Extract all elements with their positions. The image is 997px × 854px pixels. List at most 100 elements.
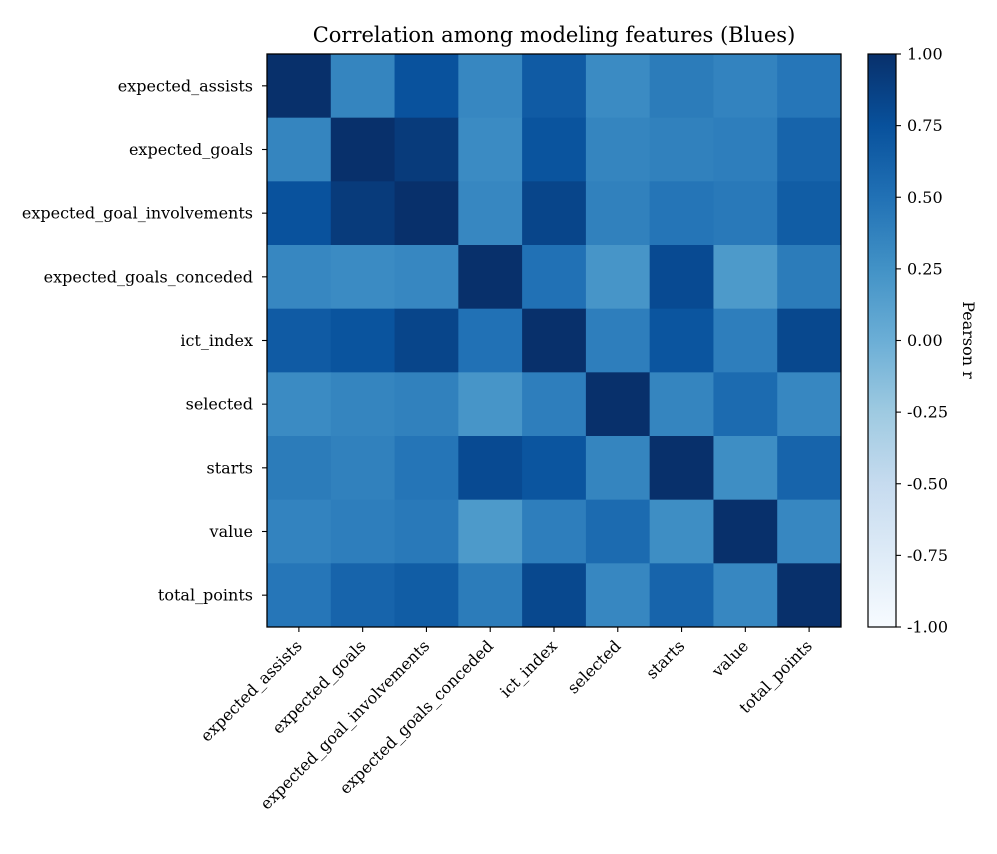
heatmap-cell-r6-c2 <box>394 436 459 501</box>
heatmap-cell-r2-c5 <box>585 181 651 246</box>
heatmap-cell-r4-c1 <box>330 308 396 373</box>
heatmap-cell-r8-c0 <box>267 563 332 628</box>
heatmap-cell-r0-c0 <box>267 54 332 119</box>
heatmap-cell-r6-c7 <box>713 436 778 501</box>
heatmap-cell-r7-c0 <box>267 499 332 564</box>
heatmap-cell-r4-c8 <box>777 308 842 373</box>
heatmap-cell-r1-c5 <box>585 117 651 182</box>
heatmap-cell-r4-c3 <box>458 308 523 373</box>
heatmap-cell-r3-c5 <box>585 245 651 310</box>
heatmap-cell-r8-c5 <box>585 563 651 628</box>
chart-title: Correlation among modeling features (Blu… <box>313 23 796 47</box>
heatmap-cell-r4-c6 <box>649 308 714 373</box>
heatmap-cell-r7-c1 <box>330 499 396 564</box>
heatmap-cell-r5-c0 <box>267 372 332 437</box>
heatmap-cell-r2-c6 <box>649 181 714 246</box>
y-tick-label: expected_goal_involvements <box>22 204 253 223</box>
heatmap-cell-r8-c6 <box>649 563 714 628</box>
heatmap-cell-r1-c7 <box>713 117 778 182</box>
heatmap-cell-r2-c8 <box>777 181 842 246</box>
heatmap-cell-r3-c3 <box>458 245 523 310</box>
heatmap-cell-r5-c7 <box>713 372 778 437</box>
heatmap-cell-r1-c3 <box>458 117 523 182</box>
colorbar-tick-label: 0.25 <box>907 259 943 278</box>
colorbar-tick-label: -0.25 <box>907 403 948 422</box>
colorbar-tick-label: -1.00 <box>907 618 948 637</box>
colorbar-tick-label: 1.00 <box>907 45 943 64</box>
heatmap-frame <box>266 53 842 628</box>
heatmap-cell-r5-c6 <box>649 372 714 437</box>
heatmap-cell-r0-c1 <box>330 54 396 119</box>
heatmap-cell-r8-c3 <box>458 563 523 628</box>
heatmap-cell-r3-c0 <box>267 245 332 310</box>
heatmap-cell-r7-c6 <box>649 499 714 564</box>
heatmap-cell-r2-c4 <box>522 181 587 246</box>
heatmap-cell-r5-c5 <box>585 372 651 437</box>
heatmap-cell-r3-c4 <box>522 245 587 310</box>
y-tick-label: expected_goals <box>129 140 253 159</box>
heatmap-cell-r1-c4 <box>522 117 587 182</box>
heatmap-cell-r2-c1 <box>330 181 396 246</box>
heatmap-cell-r0-c6 <box>649 54 714 119</box>
heatmap-cell-r8-c1 <box>330 563 396 628</box>
heatmap-cell-r4-c2 <box>394 308 459 373</box>
x-tick-label: starts <box>642 636 688 682</box>
y-tick-label: expected_assists <box>118 76 253 95</box>
x-axis-ticks: expected_assistsexpected_goalsexpected_g… <box>197 627 816 813</box>
heatmap-cell-r7-c7 <box>713 499 778 564</box>
heatmap-cell-r7-c4 <box>522 499 587 564</box>
heatmap-cell-r4-c0 <box>267 308 332 373</box>
y-tick-label: selected <box>186 395 253 414</box>
heatmap-cell-r4-c4 <box>522 308 587 373</box>
y-tick-label: ict_index <box>180 331 253 350</box>
heatmap-cell-r6-c1 <box>330 436 396 501</box>
y-axis-ticks: expected_assists expected_goals expected_g… <box>22 76 267 605</box>
heatmap-cell-r5-c8 <box>777 372 842 437</box>
heatmap-cell-r7-c2 <box>394 499 459 564</box>
heatmap-cell-r6-c3 <box>458 436 523 501</box>
heatmap-cell-r0-c3 <box>458 54 523 119</box>
heatmap-cells <box>267 54 842 628</box>
colorbar-tick-label: 0.75 <box>907 116 943 135</box>
heatmap-cell-r7-c8 <box>777 499 842 564</box>
heatmap-cell-r8-c8 <box>777 563 842 628</box>
heatmap-cell-r5-c1 <box>330 372 396 437</box>
colorbar <box>868 54 896 627</box>
heatmap-cell-r8-c7 <box>713 563 778 628</box>
heatmap-cell-r6-c5 <box>585 436 651 501</box>
heatmap-cell-r2-c0 <box>267 181 332 246</box>
heatmap-cell-r0-c2 <box>394 54 459 119</box>
heatmap-cell-r0-c7 <box>713 54 778 119</box>
heatmap-cell-r7-c3 <box>458 499 523 564</box>
heatmap-cell-r3-c8 <box>777 245 842 310</box>
colorbar-tick-label: -0.50 <box>907 474 948 493</box>
heatmap-cell-r3-c6 <box>649 245 714 310</box>
heatmap-cell-r5-c3 <box>458 372 523 437</box>
heatmap-cell-r5-c4 <box>522 372 587 437</box>
heatmap-cell-r7-c5 <box>585 499 651 564</box>
heatmap-cell-r0-c4 <box>522 54 587 119</box>
x-tick-label: ict_index <box>496 636 561 701</box>
heatmap-cell-r2-c2 <box>394 181 459 246</box>
heatmap-cell-r1-c0 <box>267 117 332 182</box>
heatmap-cell-r1-c6 <box>649 117 714 182</box>
heatmap-cell-r0-c5 <box>585 54 651 119</box>
colorbar-tick-label: 0.50 <box>907 188 943 207</box>
heatmap-cell-r3-c7 <box>713 245 778 310</box>
y-tick-label: starts <box>207 458 253 477</box>
y-tick-label: total_points <box>158 586 253 605</box>
heatmap-cell-r1-c2 <box>394 117 459 182</box>
heatmap-cell-r3-c1 <box>330 245 396 310</box>
colorbar-tick-label: 0.00 <box>907 331 943 350</box>
heatmap-cell-r4-c7 <box>713 308 778 373</box>
y-tick-label: expected_goals_conceded <box>44 267 253 286</box>
heatmap-cell-r2-c3 <box>458 181 523 246</box>
colorbar-tick-label: -0.75 <box>907 546 948 565</box>
heatmap-cell-r6-c4 <box>522 436 587 501</box>
heatmap-cell-r1-c8 <box>777 117 842 182</box>
heatmap-cell-r0-c8 <box>777 54 842 119</box>
heatmap-cell-r8-c4 <box>522 563 587 628</box>
heatmap-cell-r6-c8 <box>777 436 842 501</box>
heatmap-cell-r1-c1 <box>330 117 396 182</box>
